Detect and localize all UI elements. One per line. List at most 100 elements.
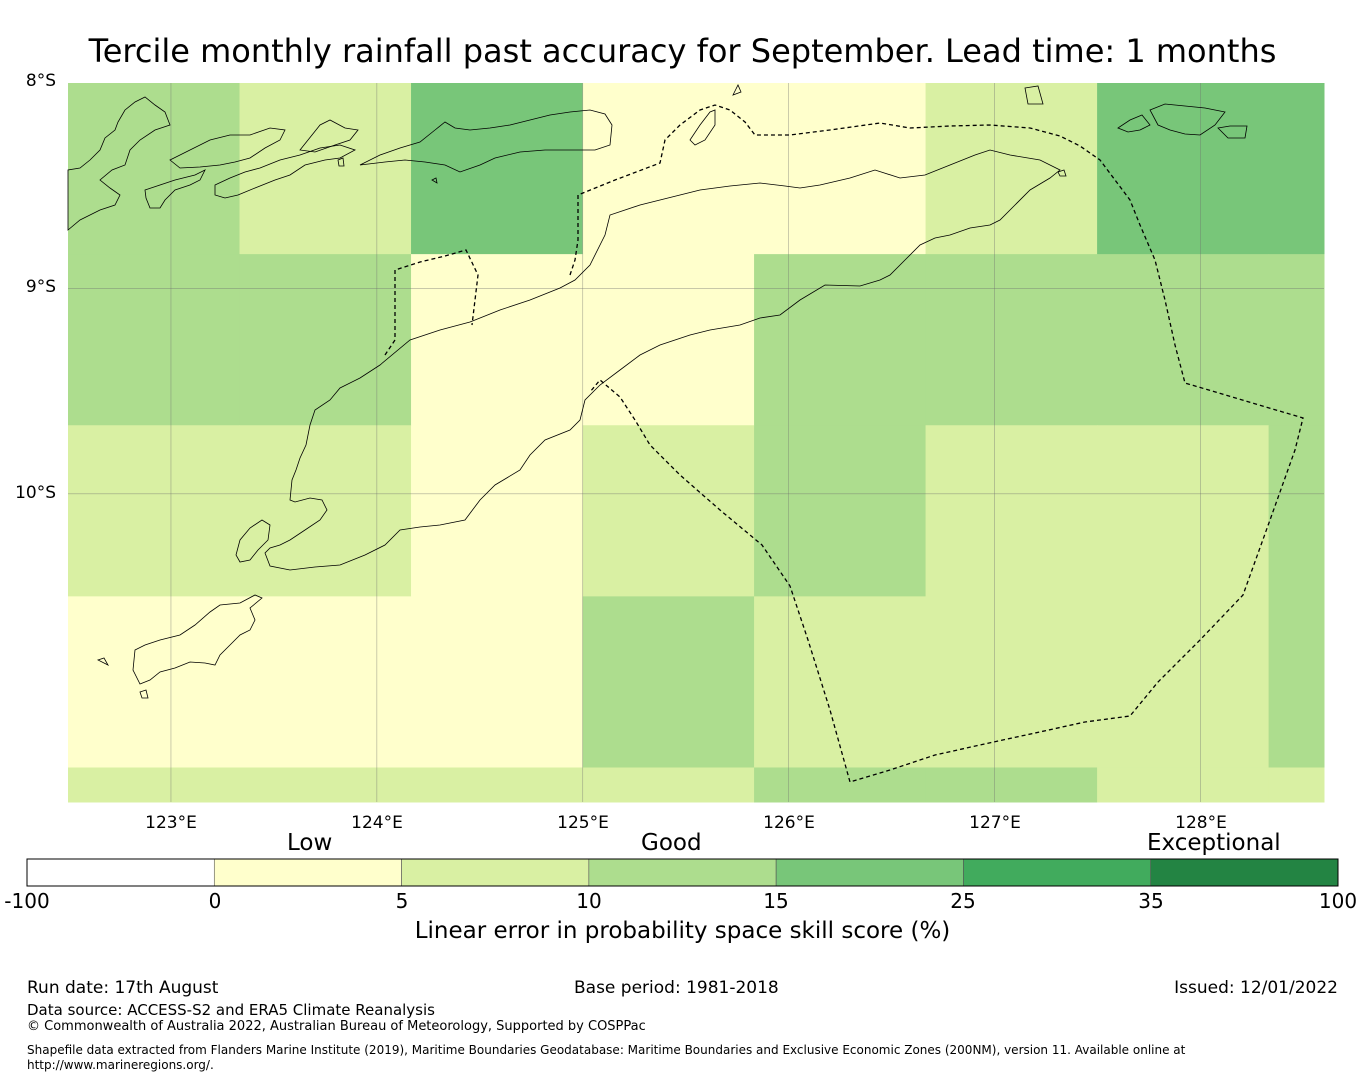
- skill-cell: [68, 254, 241, 426]
- skill-cell: [754, 767, 927, 803]
- small-islet-3: [732, 84, 742, 96]
- skill-cell: [1268, 83, 1325, 255]
- skill-cell: [411, 425, 584, 597]
- skill-cell: [925, 767, 1098, 803]
- small-islet-1: [337, 157, 345, 167]
- skill-cell: [411, 254, 584, 426]
- run-date: Run date: 17th August: [27, 978, 219, 998]
- legend-category-low: Low: [287, 830, 333, 856]
- timor-leste-eez: [569, 104, 1304, 783]
- skill-cell: [925, 425, 1098, 597]
- skill-cell: [1268, 254, 1325, 426]
- lat-label-8s: 8°S: [25, 71, 56, 91]
- skill-cell: [925, 254, 1098, 426]
- skill-cell: [925, 83, 1098, 255]
- wetar-coastline: [359, 109, 613, 173]
- legend-category-good: Good: [641, 830, 702, 856]
- alor-coastline: [169, 127, 286, 169]
- colorbar-tick: 35: [1138, 889, 1164, 913]
- issued-date: Issued: 12/01/2022: [1174, 978, 1338, 998]
- colorbar: [26, 858, 1339, 887]
- skill-cell: [925, 596, 1098, 768]
- legend-category-exceptional: Exceptional: [1147, 830, 1281, 856]
- small-islet-2: [431, 177, 438, 184]
- colorbar-frame: [26, 858, 1339, 887]
- kisar-coastline: [299, 119, 359, 153]
- map-title: Tercile monthly rainfall past accuracy f…: [88, 32, 1277, 70]
- base-period: Base period: 1981-2018: [574, 978, 779, 998]
- skill-cells: [68, 83, 1325, 803]
- skill-cell: [754, 425, 927, 597]
- skill-cell: [239, 596, 412, 768]
- coastlines: [67, 84, 1248, 699]
- skill-cell: [582, 596, 755, 768]
- lon-label-125e: 125°E: [557, 813, 609, 833]
- oecusse-boundary: [384, 249, 479, 356]
- shapefile-url: http://www.marineregions.org/.: [27, 1058, 214, 1072]
- data-source: Data source: ACCESS-S2 and ERA5 Climate …: [27, 1001, 435, 1019]
- skill-cell: [411, 83, 584, 255]
- skill-cell: [754, 596, 927, 768]
- skill-cell: [1097, 425, 1270, 597]
- skill-cell: [68, 767, 241, 803]
- skill-cell: [411, 596, 584, 768]
- timor-coastline: [264, 149, 1061, 571]
- colorbar-tick: 25: [950, 889, 976, 913]
- leti-coastline: [1117, 114, 1151, 133]
- lon-label-128e: 128°E: [1175, 813, 1227, 833]
- skill-cell: [68, 83, 241, 255]
- colorbar-tick: 0: [208, 889, 222, 913]
- skill-cell: [582, 83, 755, 255]
- skill-cell: [1097, 767, 1270, 803]
- copyright: © Commonwealth of Australia 2022, Austra…: [27, 1019, 646, 1034]
- skill-cell: [1268, 425, 1325, 597]
- colorbar-segment: [213, 858, 402, 887]
- skill-cell: [1097, 254, 1270, 426]
- skill-cell: [1097, 596, 1270, 768]
- lon-label-126e: 126°E: [763, 813, 815, 833]
- semau-coastline: [235, 519, 271, 563]
- colorbar-segment: [401, 858, 590, 887]
- lembata-coastline: [214, 144, 357, 199]
- colorbar-segment: [26, 858, 215, 887]
- lon-label-123e: 123°E: [145, 813, 197, 833]
- rote-coastline: [132, 594, 263, 685]
- skill-cell: [582, 254, 755, 426]
- ndao-coastline: [96, 657, 110, 666]
- lat-label-10s: 10°S: [15, 483, 56, 503]
- skill-cell: [68, 425, 241, 597]
- dawera-coastline: [1024, 85, 1044, 105]
- atauro-coastline: [689, 109, 716, 146]
- skill-cell: [1097, 83, 1270, 255]
- lon-label-124e: 124°E: [351, 813, 403, 833]
- skill-cell: [239, 767, 412, 803]
- eez-boundaries: [384, 104, 1304, 783]
- pantar-coastline: [144, 169, 206, 209]
- skill-cell: [239, 83, 412, 255]
- skill-cell: [411, 767, 584, 803]
- skill-cell: [754, 254, 927, 426]
- jaco-coastline: [1057, 169, 1067, 177]
- colorbar-segment: [588, 858, 777, 887]
- moa-coastline: [1149, 103, 1226, 136]
- skill-cell: [1268, 596, 1325, 768]
- colorbar-tick: 100: [1318, 889, 1358, 913]
- colorbar-tick: 15: [763, 889, 789, 913]
- colorbar-tick: -100: [4, 889, 50, 913]
- skill-cell: [68, 596, 241, 768]
- skill-cell: [239, 254, 412, 426]
- colorbar-segment: [963, 858, 1152, 887]
- colorbar-title: Linear error in probability space skill …: [414, 918, 951, 944]
- gridlines: [68, 83, 1324, 802]
- islet-coastline: [139, 689, 149, 699]
- lon-label-127e: 127°E: [969, 813, 1021, 833]
- flores-coastline: [67, 96, 171, 231]
- skill-cell: [239, 425, 412, 597]
- shapefile-credit: Shapefile data extracted from Flanders M…: [27, 1043, 1186, 1057]
- colorbar-segment: [1150, 858, 1339, 887]
- colorbar-tick: 10: [576, 889, 602, 913]
- lat-label-9s: 9°S: [25, 277, 56, 297]
- colorbar-tick: 5: [395, 889, 409, 913]
- lakor-coastline: [1217, 125, 1248, 139]
